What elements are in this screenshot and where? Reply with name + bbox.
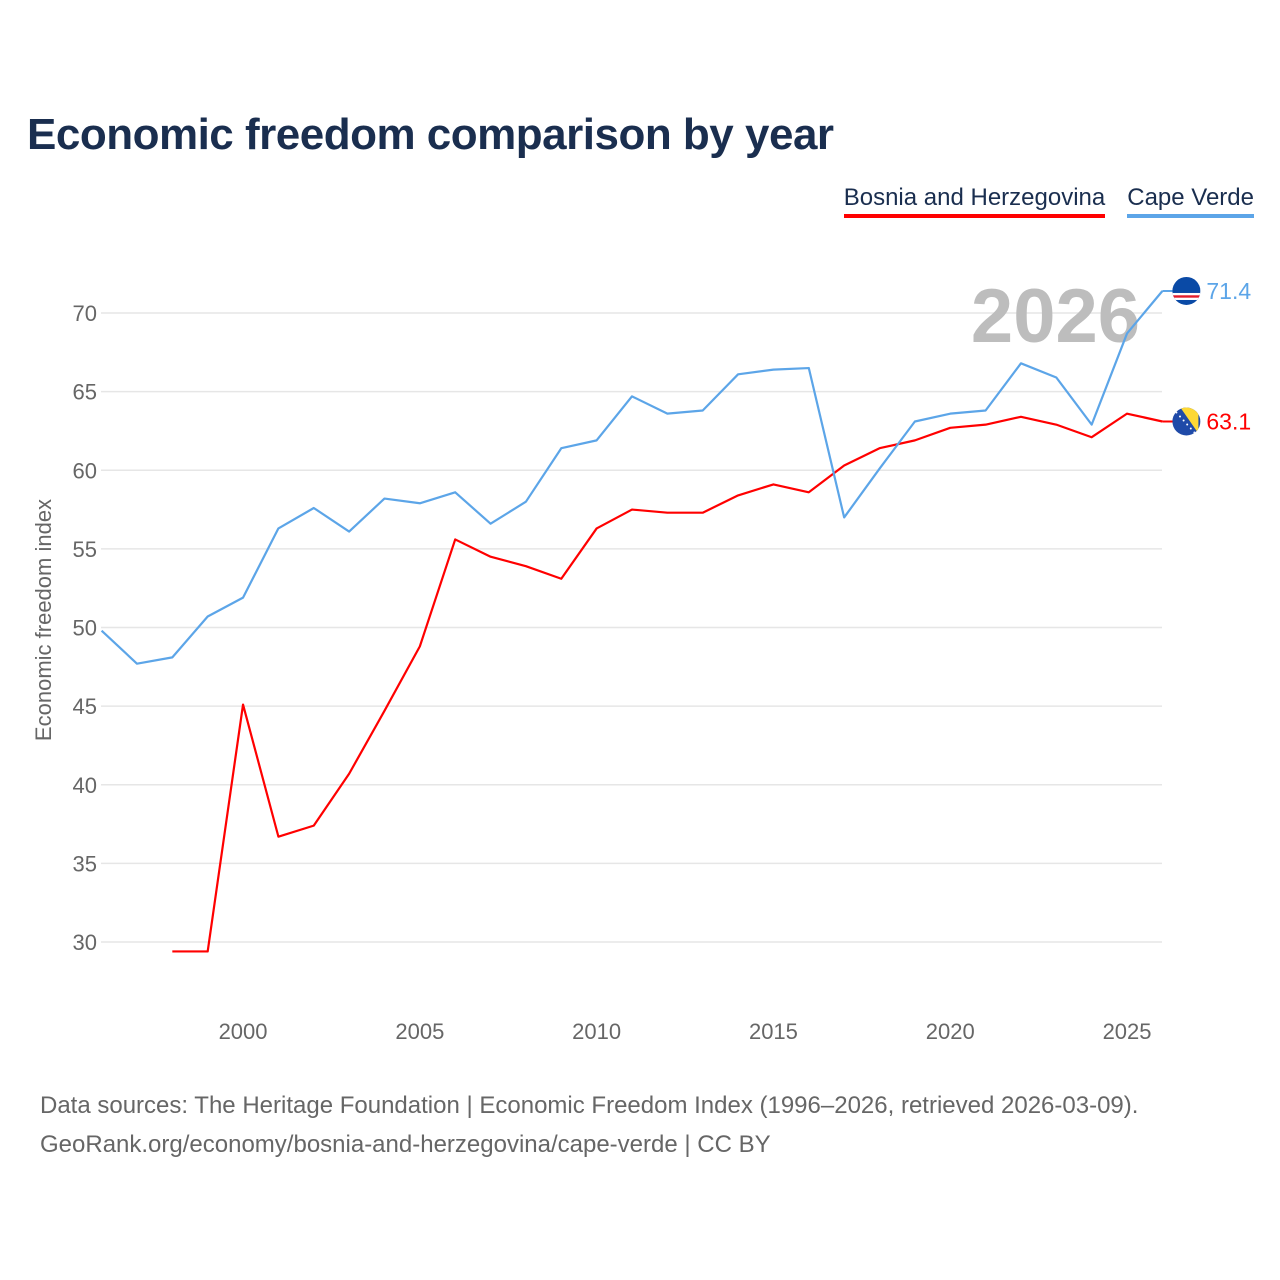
footer-sources: Data sources: The Heritage Foundation | … <box>40 1092 1139 1119</box>
x-tick-label: 2025 <box>1103 1019 1152 1044</box>
chart-title: Economic freedom comparison by year <box>27 110 834 159</box>
y-tick-label: 70 <box>73 301 97 326</box>
line-chart: 30 35 40 45 50 55 60 65 70 2000 2005 2010 2015 2020 20… <box>31 274 1251 1044</box>
flag-body <box>1172 276 1201 305</box>
y-tick-label: 65 <box>73 380 97 405</box>
flag-star <box>1189 427 1192 430</box>
flag-star <box>1182 419 1185 422</box>
y-tick-label: 45 <box>73 694 97 719</box>
legend-item-bosnia[interactable]: Bosnia and Herzegovina <box>843 184 1106 218</box>
legend-item-cape-verde[interactable]: Cape Verde <box>1127 184 1254 218</box>
footer-link[interactable]: GeoRank.org/economy/bosnia-and-herzegovi… <box>40 1131 771 1158</box>
flag-stripe-red <box>1172 295 1201 298</box>
y-tick-label: 40 <box>73 773 97 798</box>
y-tick-label: 30 <box>73 930 97 955</box>
x-tick-label: 2005 <box>395 1019 444 1044</box>
footer: Data sources: The Heritage Foundation | … <box>40 1086 1138 1164</box>
flag-triangle <box>1180 407 1199 434</box>
y-tick-label: 55 <box>73 537 97 562</box>
x-tick-label: 2020 <box>926 1019 975 1044</box>
end-value-label: 71.4 <box>1206 278 1251 304</box>
y-tick-label: 50 <box>73 616 97 641</box>
y-tick-label: 60 <box>73 458 97 483</box>
cape-verde-flag-icon <box>1172 276 1201 305</box>
end-value-label: 63.1 <box>1206 409 1251 435</box>
series-line-cape-verde <box>100 290 1164 665</box>
flag-star <box>1175 411 1178 414</box>
x-tick-label: 2015 <box>749 1019 798 1044</box>
flag-star <box>1193 431 1196 434</box>
flag-field <box>1172 276 1201 305</box>
y-tick-label: 35 <box>73 851 97 876</box>
x-tick-label: 2010 <box>572 1019 621 1044</box>
y-axis-label: Economic freedom index <box>31 499 56 741</box>
legend: Bosnia and Herzegovina Cape Verde <box>843 184 1254 218</box>
x-tick-label: 2000 <box>219 1019 268 1044</box>
flag-star <box>1186 423 1189 426</box>
year-watermark: 2026 <box>971 274 1140 359</box>
series-line-bosnia <box>172 412 1163 953</box>
flag-body <box>1172 407 1201 436</box>
bosnia-flag-icon <box>1172 407 1201 436</box>
flag-star <box>1179 415 1181 418</box>
